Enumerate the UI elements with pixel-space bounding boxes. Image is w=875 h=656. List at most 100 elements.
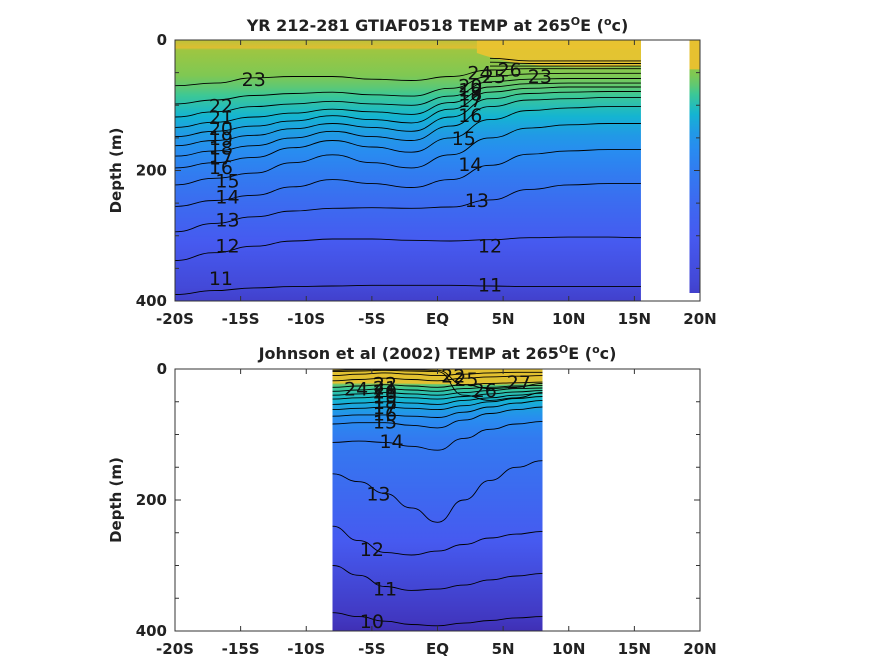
contour-label-22-b: 22 (441, 366, 465, 388)
contour-label-17: 17 (373, 397, 397, 419)
contour-line-20 (332, 387, 543, 396)
x-tick-label: EQ (426, 640, 449, 656)
y-axis-label: Depth (m) (107, 128, 125, 214)
contour-line-17 (174, 96, 641, 157)
y-tick-label: 200 (136, 491, 167, 509)
contour-line-21 (332, 384, 543, 392)
contour-line-13 (332, 460, 543, 523)
contour-label-20: 20 (373, 381, 397, 403)
contour-line-16 (174, 106, 641, 169)
contour-line-11 (332, 565, 543, 591)
contour-label-10: 10 (360, 611, 384, 633)
x-tick-label: -15S (222, 640, 260, 656)
edge-data-strip (689, 40, 700, 293)
contour-label-11-b: 11 (478, 275, 502, 297)
contour-label-17: 17 (209, 147, 233, 169)
x-tick-label: 20N (683, 310, 716, 328)
contour-line-11 (174, 284, 641, 295)
contour-label-26: 26 (498, 59, 522, 81)
contour-line-15 (332, 406, 543, 429)
chart-title: YR 212-281 GTIAF0518 TEMP at 265OE (oc) (246, 15, 629, 35)
contour-label-14: 14 (215, 187, 239, 209)
contour-line-12 (332, 525, 543, 556)
contour-label-25: 25 (482, 66, 506, 88)
contour-label-24: 24 (344, 379, 368, 401)
contour-label-23: 23 (242, 69, 266, 91)
y-axis-label: Depth (m) (107, 457, 125, 543)
contour-line-10 (332, 612, 543, 627)
contour-line-19 (332, 390, 543, 400)
contour-line-12 (174, 236, 641, 261)
x-tick-label: -5S (358, 640, 385, 656)
y-tick-label: 400 (136, 292, 167, 310)
contour-label-14-b: 14 (458, 154, 482, 176)
y-tick-label: 0 (157, 360, 167, 378)
x-tick-label: 10N (552, 310, 585, 328)
contour-line-17 (332, 396, 543, 411)
x-tick-label: -20S (156, 640, 194, 656)
x-tick-label: -10S (287, 640, 325, 656)
contour-label-18: 18 (373, 392, 397, 414)
contour-label-12-b: 12 (478, 236, 502, 258)
x-tick-label: EQ (426, 310, 449, 328)
contour-label-19: 19 (209, 128, 233, 150)
contour-label-13: 13 (366, 483, 390, 505)
contour-label-12: 12 (215, 236, 239, 258)
contour-line-19 (174, 86, 641, 138)
x-tick-label: 15N (618, 310, 651, 328)
x-tick-label: 20N (683, 640, 716, 656)
contour-label-11: 11 (209, 268, 233, 290)
x-tick-label: 10N (552, 640, 585, 656)
chart-title: Johnson et al (2002) TEMP at 265OE (oc) (258, 343, 617, 363)
edge-strip-warm (689, 40, 700, 70)
contour-label-14: 14 (379, 431, 403, 453)
contour-label-16: 16 (373, 404, 397, 426)
contour-line-20 (174, 82, 641, 128)
y-tick-label: 0 (157, 31, 167, 49)
contour-label-22: 22 (373, 373, 397, 395)
contour-label-18: 18 (209, 138, 233, 160)
contour-label-15: 15 (215, 170, 239, 192)
contour-line-16 (332, 399, 543, 418)
contour-label-21: 21 (373, 377, 397, 399)
x-tick-label: 5N (492, 640, 515, 656)
contour-line-25 (489, 61, 641, 64)
x-tick-label: -5S (358, 310, 385, 328)
contour-label-13: 13 (215, 209, 239, 231)
temperature-field (332, 369, 543, 631)
x-tick-label: 15N (618, 640, 651, 656)
contour-label-24: 24 (467, 63, 491, 85)
contour-line-23 (174, 68, 641, 87)
contour-label-11: 11 (373, 578, 397, 600)
contour-label-19: 19 (373, 387, 397, 409)
contour-line-15 (174, 123, 641, 186)
x-tick-label: -20S (156, 310, 194, 328)
x-tick-label: -10S (287, 310, 325, 328)
y-tick-label: 200 (136, 162, 167, 180)
x-tick-label: 5N (492, 310, 515, 328)
contour-label-20-b: 20 (458, 76, 482, 98)
x-tick-label: -15S (222, 310, 260, 328)
contour-label-13-b: 13 (465, 190, 489, 212)
contour-label-22: 22 (209, 95, 233, 117)
contour-label-21: 21 (209, 107, 233, 129)
y-tick-label: 400 (136, 622, 167, 640)
contour-label-15-b: 15 (452, 128, 476, 150)
contour-line-25 (332, 371, 543, 377)
contour-line-18 (174, 91, 641, 147)
contour-label-27: 27 (507, 372, 531, 394)
contour-line-13 (174, 183, 641, 233)
contour-line-14 (174, 149, 641, 207)
contour-line-22 (332, 381, 543, 388)
contour-label-16: 16 (209, 157, 233, 179)
contour-label-23-b: 23 (528, 66, 552, 88)
contour-label-26: 26 (473, 380, 497, 402)
contour-line-14 (332, 420, 543, 451)
contour-line-26 (489, 57, 641, 62)
contour-line-24 (332, 375, 543, 382)
contour-label-20: 20 (209, 118, 233, 140)
contour-line-22 (174, 72, 641, 105)
